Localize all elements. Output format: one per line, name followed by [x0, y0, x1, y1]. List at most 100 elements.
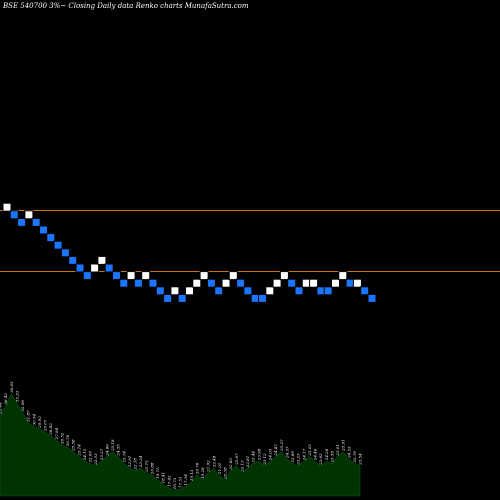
volume-label: 28.82	[48, 423, 53, 436]
volume-label: 25.01	[335, 444, 340, 456]
volume-label: 24.55	[116, 444, 121, 457]
renko-brick-up	[2, 202, 12, 212]
volume-label: 24.46	[313, 448, 318, 461]
volume-label: 23.74	[121, 451, 126, 464]
volume-label: 18.41	[161, 472, 166, 483]
volume-label: 23.58	[329, 451, 334, 464]
volume-label: 17.51	[178, 477, 183, 488]
renko-brick-down	[31, 217, 41, 227]
renko-brick-up	[199, 271, 209, 281]
volume-label: 25.58	[71, 439, 76, 452]
renko-brick-up	[141, 271, 151, 281]
renko-brick-down	[82, 271, 92, 281]
volume-label: 23.44	[251, 451, 256, 464]
renko-brick-down	[155, 286, 165, 296]
renko-brick-up	[301, 278, 311, 288]
renko-brick-down	[60, 248, 70, 258]
renko-brick-down	[163, 293, 173, 303]
volume-label: 24.26	[324, 448, 329, 461]
volume-label: 25.91	[341, 439, 346, 451]
renko-brick-up	[309, 278, 319, 288]
volume-area-path	[0, 393, 361, 497]
volume-label: 32.96	[20, 400, 25, 412]
renko-brick-down	[287, 278, 297, 288]
volume-label: 23.12	[262, 453, 267, 466]
renko-brick-down	[316, 286, 326, 296]
volume-label: 21.92	[206, 460, 211, 473]
volume-area	[0, 393, 361, 497]
volume-label: 22.03	[93, 453, 98, 466]
volume-label: 25.14	[76, 444, 81, 457]
renko-brick-up	[90, 263, 100, 273]
volume-label: 23.27	[99, 448, 104, 461]
volume-label: 31.87	[26, 410, 31, 422]
renko-brick-down	[258, 293, 267, 303]
volume-label: 23.54	[358, 453, 363, 466]
volume-label: 25.03	[307, 444, 312, 457]
volume-label: 21.01	[217, 463, 222, 475]
renko-bricks	[2, 202, 377, 303]
volume-label: 16.73	[172, 477, 177, 489]
volume-label: 36.65	[9, 381, 14, 393]
renko-brick-down	[360, 286, 370, 296]
renko-brick-down	[133, 278, 143, 288]
volume-label: 24.03	[268, 448, 273, 461]
renko-brick-up	[221, 278, 231, 288]
volume-label: 22.48	[211, 455, 216, 468]
volume-label: 22.13	[239, 460, 244, 473]
renko-brick-down	[104, 263, 114, 273]
volume-label: 19.28	[200, 467, 205, 479]
volume-label: 35.33	[14, 390, 19, 402]
renko-brick-up	[185, 286, 194, 296]
volume-label: 23.34	[138, 455, 143, 468]
volume-label: 22.69	[88, 451, 93, 464]
volume-label: 20.38	[223, 467, 228, 480]
renko-brick-up	[192, 278, 202, 288]
renko-brick-up	[170, 286, 180, 296]
volume-label: 22.81	[245, 456, 250, 468]
chart-title: BSE 540700 3%~ Closing Daily data Renko …	[2, 2, 249, 10]
renko-brick-up	[331, 278, 340, 288]
volume-label: 21.75	[144, 460, 149, 473]
volume-label: 26.52	[59, 432, 64, 445]
volume-label: 23.89	[290, 451, 295, 464]
volume-label: 20.76	[194, 462, 199, 475]
volume-label: 22.83	[228, 458, 233, 471]
volume-label: 23.67	[234, 453, 239, 466]
volume-label: 25.27	[279, 439, 284, 452]
volume-label: 23.25	[296, 453, 301, 466]
volume-label: 19.13	[189, 469, 194, 481]
renko-brick-down	[9, 210, 19, 220]
volume-label: 22.18	[133, 458, 138, 471]
renko-brick-up	[338, 271, 348, 281]
volume-label: 17.42	[166, 475, 171, 487]
volume-label: 23.76	[352, 451, 357, 464]
volume-label: 29.44	[0, 402, 3, 415]
renko-brick-down	[206, 278, 216, 288]
volume-label: 36.42	[3, 393, 8, 405]
renko-brick-up	[24, 210, 34, 220]
volume-label: 22.91	[127, 456, 132, 468]
volume-label: 24.57	[284, 446, 289, 459]
renko-brick-up	[228, 271, 238, 281]
renko-brick-down	[294, 286, 304, 296]
renko-brick-down	[17, 217, 27, 227]
renko-brick-down	[214, 286, 224, 296]
renko-brick-down	[53, 240, 63, 250]
volume-label: 24.66	[104, 444, 109, 457]
volume-label: 30.54	[31, 413, 36, 425]
renko-brick-down	[367, 293, 377, 303]
volume-label: 27.94	[54, 427, 59, 440]
volume-label: 24.87	[273, 444, 278, 457]
renko-brick-down	[112, 271, 121, 281]
renko-brick-down	[68, 255, 78, 265]
renko-brick-up	[352, 278, 362, 288]
renko-brick-up	[126, 271, 136, 281]
renko-brick-down	[75, 263, 85, 273]
renko-brick-down	[39, 225, 48, 235]
volume-label: 29.07	[43, 419, 48, 432]
volume-label: 19.75	[155, 467, 160, 479]
renko-brick-up	[279, 271, 289, 281]
